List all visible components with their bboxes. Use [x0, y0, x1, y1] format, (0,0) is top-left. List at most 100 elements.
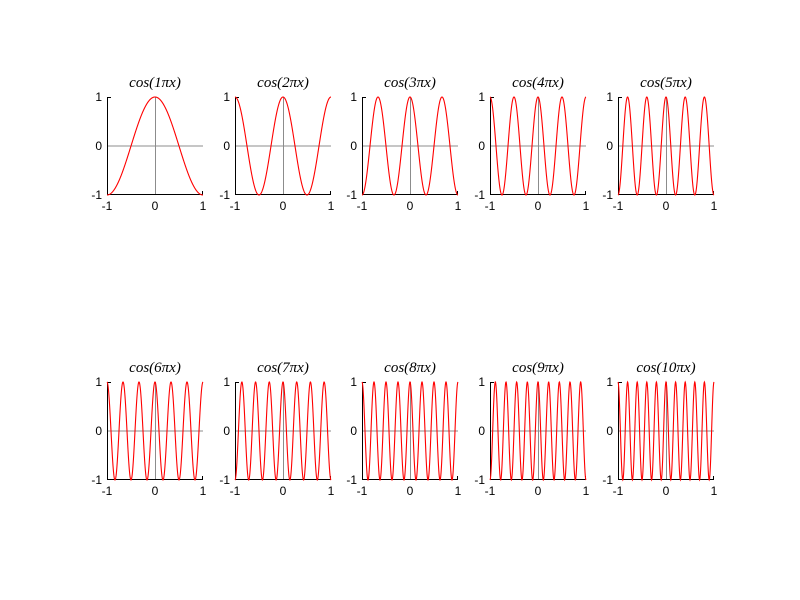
x-tick-label-1: 1	[582, 484, 590, 498]
x-tick-label-0: 0	[662, 484, 670, 498]
y-tick-label-neg1: -1	[602, 473, 613, 487]
x-tick-label-neg1: -1	[229, 484, 241, 498]
plot-area	[106, 96, 204, 196]
y-tick-label-1: 1	[95, 90, 102, 104]
cosine-curve	[489, 96, 587, 196]
subplot-title: cos(3πx)	[384, 75, 436, 91]
plot-area	[361, 96, 459, 196]
plot-area	[489, 380, 587, 482]
subplot-title: cos(4πx)	[512, 75, 564, 91]
x-tick-label-0: 0	[534, 199, 542, 213]
x-tick-label-neg1: -1	[101, 484, 113, 498]
x-tick-label-neg1: -1	[229, 199, 241, 213]
plot-area	[234, 381, 332, 481]
x-tick-label-neg1: -1	[101, 199, 113, 213]
subplot-2: cos(2πx) 1 0 -1 -1 0 1	[219, 76, 334, 213]
x-tick-label-1: 1	[199, 199, 207, 213]
y-tick-label-neg1: -1	[474, 473, 485, 487]
y-tick-label-1: 1	[478, 90, 485, 104]
x-tick-label-1: 1	[327, 199, 335, 213]
y-tick-label-0: 0	[95, 139, 102, 153]
plot-area	[234, 96, 332, 196]
y-tick-label-1: 1	[350, 375, 357, 389]
subplot-1: cos(1πx) 1 0 -1 -1 0 1	[91, 76, 206, 213]
plot-area	[361, 380, 459, 482]
subplot-title: cos(5πx)	[640, 75, 692, 91]
subplot-4: cos(4πx) 1 0 -1 -1 0 1	[474, 76, 589, 213]
x-tick-label-0: 0	[534, 484, 542, 498]
y-tick-label-neg1: -1	[474, 188, 485, 202]
y-tick-label-neg1: -1	[346, 188, 357, 202]
subplot-10: cos(10πx) 1 0 -1 -1 0 1	[602, 361, 717, 498]
y-tick-label-0: 0	[350, 139, 357, 153]
y-tick-label-neg1: -1	[219, 473, 230, 487]
x-tick-label-neg1: -1	[484, 199, 496, 213]
y-tick-label-1: 1	[95, 375, 102, 389]
cosine-curve	[617, 380, 715, 482]
x-tick-label-1: 1	[454, 484, 462, 498]
x-tick-label-1: 1	[710, 484, 718, 498]
x-tick-label-neg1: -1	[356, 199, 368, 213]
y-tick-label-0: 0	[223, 139, 230, 153]
x-tick-label-0: 0	[279, 484, 287, 498]
subplot-8: cos(8πx) 1 0 -1 -1 0 1	[346, 361, 461, 498]
y-tick-label-0: 0	[95, 424, 102, 438]
x-tick-label-0: 0	[151, 484, 159, 498]
cosine-curve	[489, 380, 587, 482]
y-tick-label-0: 0	[478, 139, 485, 153]
subplot-title: cos(10πx)	[636, 360, 696, 376]
x-tick-label-1: 1	[454, 199, 462, 213]
subplot-title: cos(8πx)	[384, 360, 436, 376]
x-tick-label-neg1: -1	[612, 199, 624, 213]
cosine-curve	[106, 96, 204, 196]
y-tick-label-1: 1	[606, 90, 613, 104]
x-tick-label-1: 1	[710, 199, 718, 213]
x-tick-label-neg1: -1	[484, 484, 496, 498]
y-tick-label-neg1: -1	[219, 188, 230, 202]
plot-area	[106, 381, 204, 481]
y-tick-label-neg1: -1	[91, 473, 102, 487]
subplot-title: cos(1πx)	[129, 75, 181, 91]
y-tick-label-0: 0	[223, 424, 230, 438]
subplot-title: cos(6πx)	[129, 360, 181, 376]
x-tick-label-0: 0	[151, 199, 159, 213]
y-tick-label-1: 1	[223, 375, 230, 389]
cosine-curve	[234, 96, 332, 196]
x-tick-label-neg1: -1	[612, 484, 624, 498]
y-tick-label-0: 0	[606, 139, 613, 153]
x-tick-label-1: 1	[199, 484, 207, 498]
x-tick-label-1: 1	[327, 484, 335, 498]
y-tick-label-neg1: -1	[346, 473, 357, 487]
cosine-curve	[361, 96, 459, 196]
y-tick-label-neg1: -1	[602, 188, 613, 202]
subplot-6: cos(6πx) 1 0 -1 -1 0 1	[91, 361, 206, 498]
cosine-curve	[617, 96, 715, 196]
x-tick-label-0: 0	[406, 199, 414, 213]
x-tick-label-0: 0	[662, 199, 670, 213]
axis-ticks	[107, 97, 203, 195]
y-tick-label-1: 1	[350, 90, 357, 104]
subplot-title: cos(2πx)	[257, 75, 309, 91]
y-tick-label-1: 1	[223, 90, 230, 104]
cosine-curve	[234, 381, 332, 481]
subplot-5: cos(5πx) 1 0 -1 -1 0 1	[602, 76, 717, 213]
subplot-title: cos(7πx)	[257, 360, 309, 376]
y-tick-label-0: 0	[606, 424, 613, 438]
y-tick-label-neg1: -1	[91, 188, 102, 202]
x-tick-label-neg1: -1	[356, 484, 368, 498]
y-tick-label-0: 0	[350, 424, 357, 438]
cosine-curve	[106, 381, 204, 481]
subplot-title: cos(9πx)	[512, 360, 564, 376]
plot-area	[617, 380, 715, 482]
x-tick-label-1: 1	[582, 199, 590, 213]
y-tick-label-0: 0	[478, 424, 485, 438]
x-tick-label-0: 0	[406, 484, 414, 498]
subplot-7: cos(7πx) 1 0 -1 -1 0 1	[219, 361, 334, 498]
plot-area	[617, 96, 715, 196]
plot-area	[489, 96, 587, 196]
y-tick-label-1: 1	[606, 375, 613, 389]
y-tick-label-1: 1	[478, 375, 485, 389]
x-tick-label-0: 0	[279, 199, 287, 213]
cosine-curve	[361, 380, 459, 482]
